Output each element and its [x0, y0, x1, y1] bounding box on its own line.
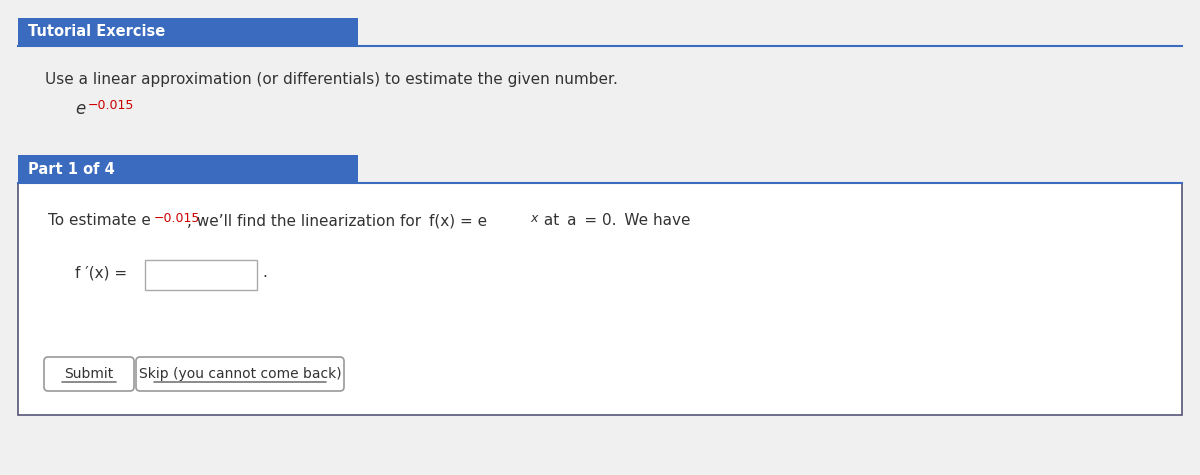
FancyBboxPatch shape: [18, 183, 1182, 415]
Text: e: e: [74, 100, 85, 118]
Text: −0.015: −0.015: [154, 212, 200, 225]
Text: −0.015: −0.015: [88, 99, 134, 112]
Text: To estimate e: To estimate e: [48, 213, 151, 228]
FancyBboxPatch shape: [145, 260, 257, 290]
Text: f ′(x) =: f ′(x) =: [74, 265, 127, 280]
Text: Use a linear approximation (or differentials) to estimate the given number.: Use a linear approximation (or different…: [46, 72, 618, 87]
Text: Skip (you cannot come back): Skip (you cannot come back): [139, 367, 341, 381]
FancyBboxPatch shape: [44, 357, 134, 391]
FancyBboxPatch shape: [136, 357, 344, 391]
FancyBboxPatch shape: [18, 155, 358, 183]
Text: Tutorial Exercise: Tutorial Exercise: [28, 25, 166, 39]
Text: x: x: [530, 212, 538, 225]
Text: Part 1 of 4: Part 1 of 4: [28, 162, 115, 177]
FancyBboxPatch shape: [18, 18, 358, 46]
Text: , we’ll find the linearization for  f(x) = e: , we’ll find the linearization for f(x) …: [187, 213, 487, 228]
Text: .: .: [262, 265, 266, 280]
Text: at  a  = 0.  We have: at a = 0. We have: [539, 213, 690, 228]
Text: Submit: Submit: [65, 367, 114, 381]
